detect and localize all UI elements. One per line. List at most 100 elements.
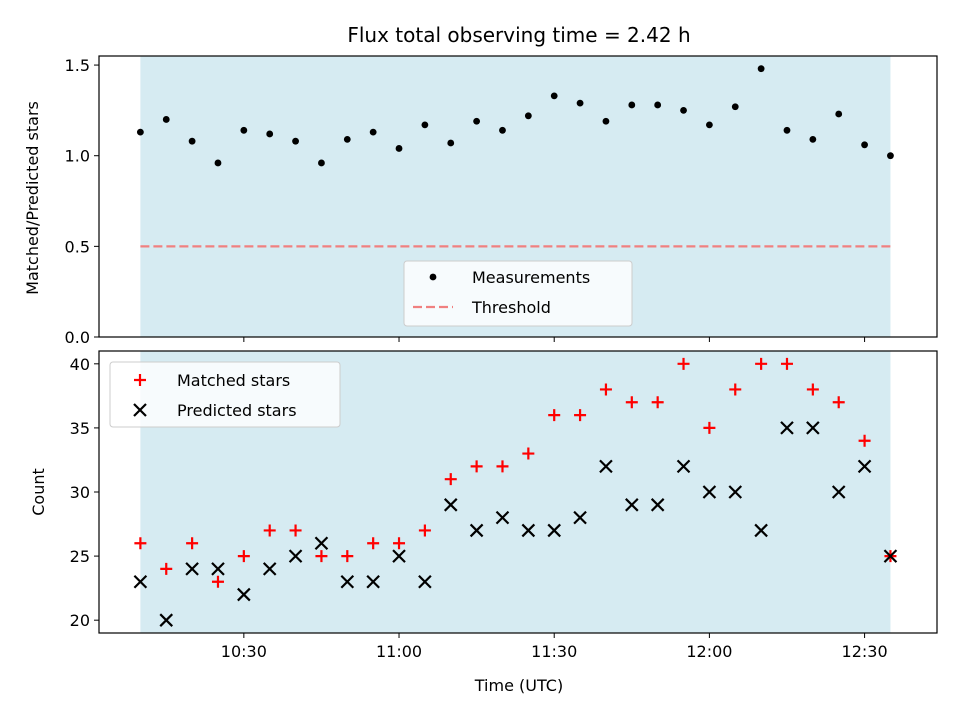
ratio-legend: Measurements Threshold [403, 260, 633, 327]
measurement-point [524, 112, 532, 120]
matched-star-point [134, 537, 147, 550]
matched-star-point [729, 383, 742, 396]
count-y-tick-label: 25 [70, 547, 90, 566]
predicted-star-point [806, 421, 820, 435]
measurement-point [654, 101, 662, 109]
matched-star-point [703, 421, 716, 434]
measurement-point [731, 103, 739, 111]
count-y-tick-label: 30 [70, 483, 90, 502]
ratio-panel: 0.0 0.5 1.0 1.5 Measurements Threshold [65, 55, 938, 347]
matched-star-point [522, 447, 535, 460]
measurement-point [887, 152, 894, 160]
legend-predicted-label: Predicted stars [177, 401, 297, 420]
x-tick-label: 11:30 [531, 642, 577, 661]
predicted-star-point [133, 574, 148, 589]
predicted-star-point [314, 536, 329, 551]
measurement-point [757, 65, 765, 73]
legend-measurements-label: Measurements [472, 268, 590, 287]
predicted-star-point [883, 549, 898, 563]
measurement-point [473, 117, 481, 125]
measurement-point [628, 101, 636, 109]
measurement-point [680, 106, 687, 114]
matched-star-point [315, 550, 328, 563]
matched-star-point [574, 409, 587, 422]
predicted-star-point [625, 498, 639, 512]
matched-star-point [548, 409, 561, 422]
matched-star-point [263, 524, 276, 537]
matched-star-point [444, 473, 457, 486]
measurement-point [602, 117, 610, 125]
count-y-axis-label: Count [29, 468, 48, 516]
legend-box [109, 361, 341, 428]
matched-star-point [186, 537, 199, 550]
matched-star-point [755, 357, 768, 370]
matched-star-point [599, 383, 612, 396]
x-tick-label: 12:30 [842, 642, 888, 661]
measurement-point [421, 121, 429, 129]
predicted-star-point [211, 562, 225, 576]
predicted-star-point [366, 574, 380, 589]
legend-matched-marker [134, 374, 146, 386]
count-y-tick-label: 20 [70, 611, 90, 630]
measurement-point [188, 137, 196, 145]
legend-threshold-label: Threshold [471, 298, 551, 317]
count-y-tick-label: 35 [70, 419, 90, 438]
matched-star-point [160, 562, 173, 575]
measurement-point [499, 126, 506, 134]
x-tick-label: 11:00 [376, 642, 422, 661]
x-tick-label: 10:30 [221, 642, 267, 661]
x-axis-label: Time (UTC) [474, 676, 563, 695]
legend-box [403, 260, 633, 327]
count-legend: Matched stars Predicted stars [109, 361, 341, 428]
matched-star-point [625, 396, 638, 409]
measurement-point [447, 139, 455, 147]
matched-star-point [237, 550, 250, 563]
matched-star-point [806, 383, 819, 396]
predicted-star-point [573, 510, 587, 525]
measurement-point [550, 92, 558, 100]
matched-star-point [211, 575, 224, 588]
measurement-point [292, 137, 299, 145]
count-y-tick-label: 40 [70, 355, 90, 374]
ratio-y-tick-label: 1.5 [65, 56, 90, 75]
predicted-star-point [495, 510, 510, 525]
predicted-star-point [521, 523, 536, 538]
predicted-star-point [831, 485, 846, 499]
measurement-point [318, 159, 325, 167]
predicted-star-point [728, 485, 743, 499]
measurement-point [162, 116, 170, 123]
matched-star-point [651, 396, 664, 409]
predicted-star-point [650, 498, 665, 512]
measurement-point [809, 135, 817, 143]
predicted-star-point [340, 574, 355, 589]
ratio-y-tick-label: 0.0 [65, 328, 90, 347]
matched-star-point [367, 537, 380, 550]
predicted-star-point [185, 562, 199, 576]
measurement-point [240, 126, 248, 134]
measurement-point [783, 126, 791, 134]
matched-star-point [496, 460, 509, 473]
matched-star-point [470, 460, 483, 473]
legend-matched-label: Matched stars [177, 371, 290, 390]
predicted-star-point [702, 485, 717, 499]
predicted-star-point [469, 523, 484, 538]
predicted-star-point [857, 459, 872, 474]
measurement-point [705, 121, 713, 129]
matched-star-point [289, 524, 302, 537]
measurement-point [576, 99, 584, 107]
ratio-axes-frame [98, 55, 938, 338]
count-axes-frame [98, 350, 938, 634]
measurement-point [214, 159, 222, 167]
predicted-star-point [262, 562, 277, 576]
matched-star-point [858, 434, 871, 447]
legend-measurement-marker [429, 273, 437, 281]
x-tick-label: 12:00 [686, 642, 732, 661]
predicted-star-point [676, 459, 691, 474]
legend-predicted-marker [133, 403, 147, 417]
predicted-star-point [418, 574, 432, 589]
predicted-star-point [288, 549, 303, 563]
predicted-star-point [392, 549, 406, 563]
matched-star-point [418, 524, 431, 537]
measurement-point [266, 130, 274, 138]
